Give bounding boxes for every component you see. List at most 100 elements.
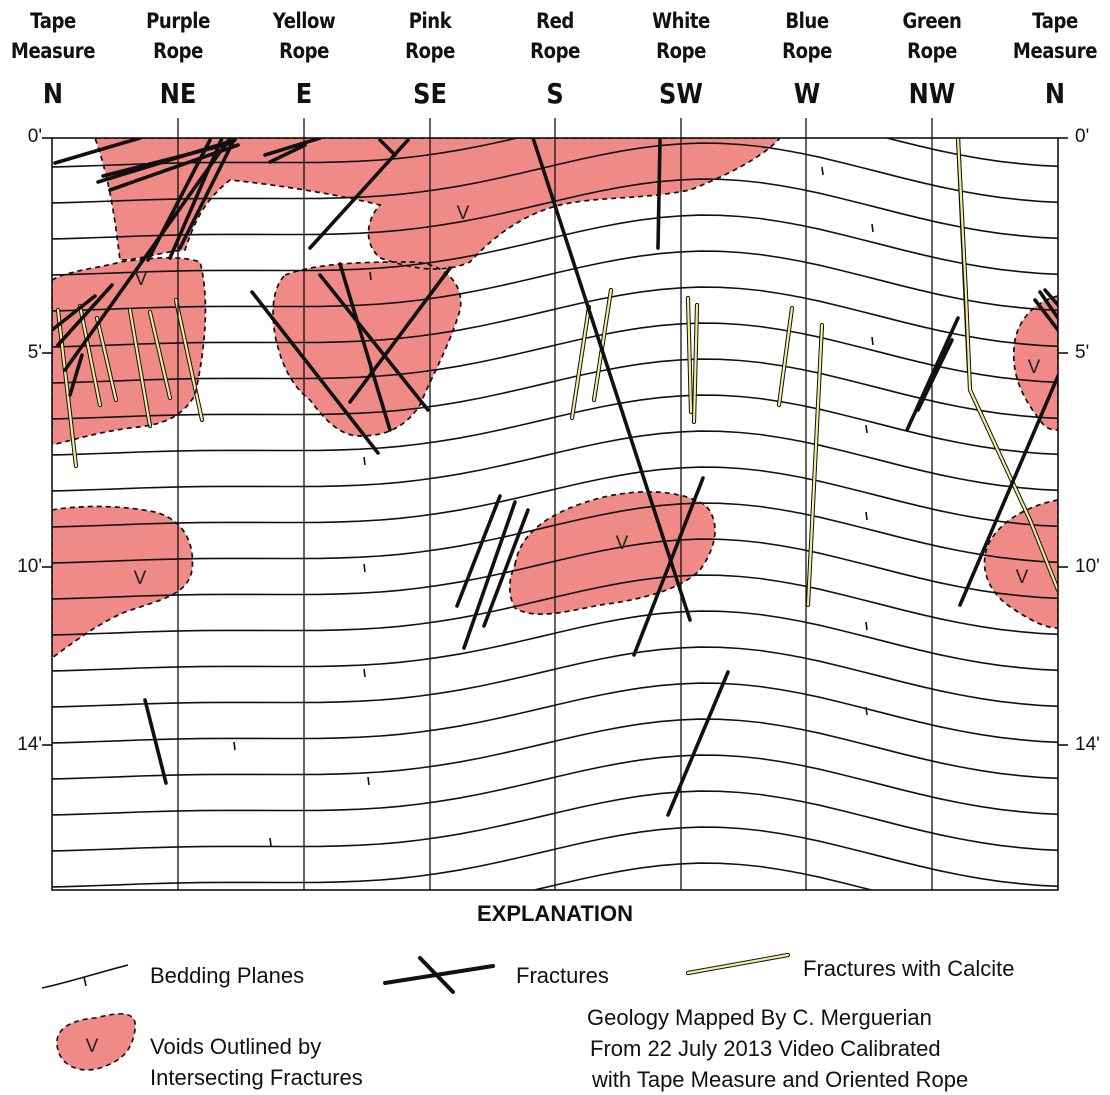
- column-label: Red Rope: [530, 9, 580, 63]
- fracture: [348, 266, 452, 404]
- void-areas: [52, 138, 1058, 658]
- column-label: Yellow Rope: [272, 9, 336, 63]
- depth-label: 5': [27, 342, 42, 363]
- fracture: [1043, 288, 1058, 307]
- fracture: [632, 476, 705, 657]
- calcite-fracture: [94, 315, 119, 403]
- credit-line: with Tape Measure and Oriented Rope: [592, 1067, 969, 1092]
- fracture: [63, 138, 232, 372]
- map-frame: [51, 137, 1059, 891]
- fracture: [916, 338, 954, 412]
- fracture: [263, 138, 322, 157]
- dip-tick: [363, 563, 366, 573]
- credit-line: Geology Mapped By C. Merguerian: [587, 1005, 932, 1030]
- legend-label-voids: Voids Outlined by Intersecting Fractures: [150, 1034, 363, 1090]
- void-area: [509, 491, 716, 615]
- calcite-fracture: [691, 302, 700, 425]
- void-outlines: [52, 138, 1058, 660]
- compass-direction: N: [42, 77, 64, 110]
- calcite-fracture: [776, 305, 795, 408]
- dip-tick: [821, 166, 824, 176]
- fracture: [378, 138, 397, 157]
- column-label: White Rope: [652, 9, 710, 63]
- compass-direction: SW: [659, 77, 703, 110]
- void-symbol: V: [1016, 567, 1029, 588]
- depth-label: 14': [1075, 734, 1100, 755]
- legend-label-calcite: Fractures with Calcite: [803, 956, 1015, 981]
- void-area: [95, 138, 780, 270]
- void-symbol: V: [135, 269, 148, 290]
- depth-label: 0': [1075, 126, 1090, 147]
- column-label: Tape Measure: [1012, 9, 1098, 63]
- fracture: [68, 353, 84, 397]
- dip-tick: [865, 511, 868, 521]
- explanation-title: EXPLANATION: [476, 901, 634, 926]
- dip-tick: [871, 223, 874, 233]
- dip-tick: [269, 837, 272, 847]
- compass-direction: NE: [159, 77, 197, 110]
- mapping-credit: Geology Mapped By C. Merguerian From 22 …: [565, 1002, 1045, 1095]
- dip-tick: [369, 271, 372, 281]
- void-area: [984, 500, 1058, 628]
- column-label: Blue Rope: [782, 9, 832, 63]
- bedding-plane: [52, 466, 1058, 528]
- fracture: [168, 138, 224, 260]
- fracture: [268, 143, 307, 164]
- fracture: [482, 508, 530, 628]
- depth-tick-marks: [42, 137, 1068, 746]
- void-outline: [94, 138, 782, 270]
- void-outline: [52, 256, 207, 446]
- depth-label: 10': [1075, 556, 1100, 577]
- credit-line: From 22 July 2013 Video Calibrated: [590, 1036, 941, 1061]
- orientation-lines: [177, 118, 933, 890]
- void-area: [52, 257, 206, 445]
- fracture: [56, 283, 114, 347]
- fracture: [101, 141, 234, 178]
- bedding-plane: [52, 322, 1058, 384]
- calcite-fracture: [685, 295, 694, 415]
- compass-direction: S: [546, 77, 564, 110]
- depth-label: 5': [1075, 342, 1090, 363]
- fracture: [455, 494, 502, 608]
- column-label: Green Rope: [902, 9, 962, 63]
- void-symbol: V: [134, 568, 147, 589]
- void-area: [1013, 296, 1058, 430]
- void-outline: [983, 499, 1058, 629]
- dip-tick: [871, 336, 874, 346]
- dip-tick: [363, 456, 366, 466]
- dip-tick: [367, 776, 370, 786]
- bedding-plane: [52, 538, 1058, 600]
- fracture: [53, 138, 142, 165]
- void-symbol: V: [457, 203, 470, 224]
- bedding-plane: [52, 610, 1058, 672]
- bedding-plane: [52, 502, 1058, 564]
- calcite-fracture: [591, 287, 614, 403]
- bedding-plane: [52, 214, 1058, 276]
- fracture: [531, 138, 692, 622]
- fracture: [52, 294, 97, 332]
- legend-calcite-symbol: [685, 952, 791, 976]
- dip-tick: [865, 706, 868, 716]
- void-symbol: V: [616, 533, 629, 554]
- legend-fracture-symbol: [383, 956, 495, 994]
- calcite-fracture: [77, 303, 103, 408]
- compass-direction: W: [793, 77, 821, 110]
- bedding-plane: [52, 394, 1058, 456]
- compass-direction: N: [1044, 77, 1066, 110]
- dip-tick: [865, 621, 868, 631]
- void-outline: [508, 491, 716, 615]
- calcite-fracture: [955, 138, 1058, 593]
- bedding-plane: [52, 358, 1058, 420]
- bedding-plane: [52, 682, 1058, 744]
- void-area: [52, 506, 193, 658]
- calcite-fracture: [805, 322, 825, 608]
- dip-tick: [865, 424, 868, 434]
- void-symbol: V: [1028, 357, 1041, 378]
- depth-label: 14': [17, 734, 42, 755]
- void-outline: [1012, 295, 1058, 431]
- bedding-plane: [530, 862, 875, 890]
- fracture: [1038, 290, 1058, 320]
- svg-text:V: V: [86, 1036, 99, 1057]
- fractures: [52, 138, 1058, 817]
